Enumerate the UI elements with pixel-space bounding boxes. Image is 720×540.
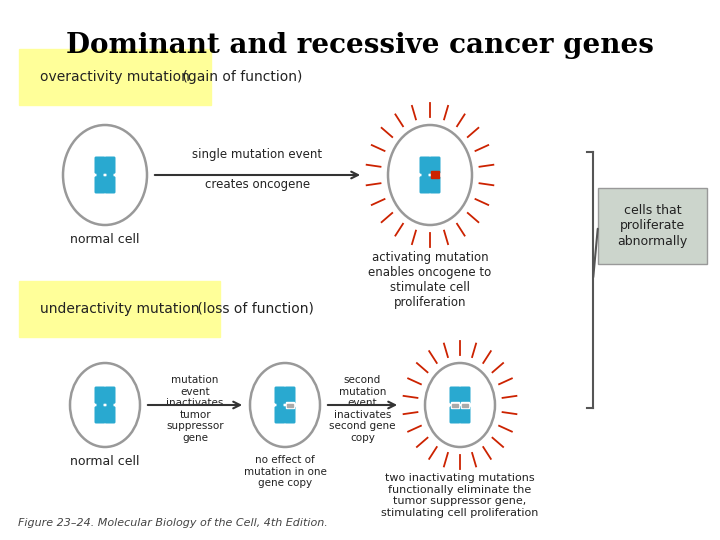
FancyBboxPatch shape (96, 171, 104, 179)
Text: overactivity mutation: overactivity mutation (40, 70, 190, 84)
Bar (452, 404, 458, 407)
Text: no effect of
mutation in one
gene copy: no effect of mutation in one gene copy (243, 455, 326, 488)
FancyBboxPatch shape (430, 157, 441, 174)
FancyBboxPatch shape (449, 387, 461, 404)
Text: two inactivating mutations
functionally eliminate the
tumor suppressor gene,
sti: two inactivating mutations functionally … (382, 473, 539, 518)
Ellipse shape (250, 363, 320, 447)
FancyBboxPatch shape (94, 406, 106, 423)
Text: (A): (A) (18, 70, 38, 84)
Text: mutation
event
inactivates
tumor
suppressor
gene: mutation event inactivates tumor suppres… (166, 375, 224, 443)
Bar (451, 402, 459, 408)
FancyBboxPatch shape (459, 387, 470, 404)
Text: (B): (B) (18, 302, 38, 316)
FancyBboxPatch shape (104, 387, 115, 404)
Ellipse shape (425, 363, 495, 447)
FancyBboxPatch shape (274, 406, 286, 423)
FancyBboxPatch shape (462, 401, 469, 409)
FancyBboxPatch shape (451, 401, 459, 409)
FancyBboxPatch shape (274, 387, 286, 404)
FancyBboxPatch shape (421, 171, 428, 179)
FancyBboxPatch shape (276, 401, 284, 409)
FancyBboxPatch shape (107, 401, 114, 409)
Bar (287, 404, 293, 407)
Bar (462, 404, 468, 407)
Text: activating mutation
enables oncogene to
stimulate cell
proliferation: activating mutation enables oncogene to … (369, 251, 492, 309)
Text: creates oncogene: creates oncogene (205, 178, 310, 191)
FancyBboxPatch shape (94, 176, 106, 193)
Text: underactivity mutation: underactivity mutation (40, 302, 199, 316)
Text: normal cell: normal cell (71, 233, 140, 246)
FancyBboxPatch shape (287, 401, 294, 409)
FancyBboxPatch shape (107, 171, 114, 179)
Text: cells that
proliferate
abnormally: cells that proliferate abnormally (617, 205, 688, 247)
Text: second
mutation
event
inactivates
second gene
copy: second mutation event inactivates second… (329, 375, 396, 443)
FancyBboxPatch shape (420, 176, 431, 193)
FancyBboxPatch shape (94, 157, 106, 174)
Ellipse shape (388, 125, 472, 225)
Text: (gain of function): (gain of function) (178, 70, 302, 84)
Text: Dominant and recessive cancer genes: Dominant and recessive cancer genes (66, 32, 654, 59)
FancyBboxPatch shape (431, 171, 438, 179)
Ellipse shape (70, 363, 140, 447)
FancyBboxPatch shape (284, 387, 295, 404)
FancyBboxPatch shape (104, 406, 115, 423)
FancyBboxPatch shape (284, 406, 295, 423)
FancyBboxPatch shape (94, 387, 106, 404)
Ellipse shape (63, 125, 147, 225)
FancyBboxPatch shape (104, 157, 115, 174)
Bar (461, 402, 469, 408)
Text: normal cell: normal cell (71, 455, 140, 468)
FancyBboxPatch shape (104, 176, 115, 193)
Text: (loss of function): (loss of function) (193, 302, 314, 316)
FancyBboxPatch shape (598, 188, 707, 264)
Text: Figure 23–24. Molecular Biology of the Cell, 4th Edition.: Figure 23–24. Molecular Biology of the C… (18, 518, 328, 528)
Text: single mutation event: single mutation event (192, 148, 323, 161)
Bar (431, 171, 439, 178)
Bar (286, 402, 294, 408)
FancyBboxPatch shape (96, 401, 104, 409)
FancyBboxPatch shape (430, 176, 441, 193)
FancyBboxPatch shape (449, 406, 461, 423)
FancyBboxPatch shape (420, 157, 431, 174)
FancyBboxPatch shape (459, 406, 470, 423)
